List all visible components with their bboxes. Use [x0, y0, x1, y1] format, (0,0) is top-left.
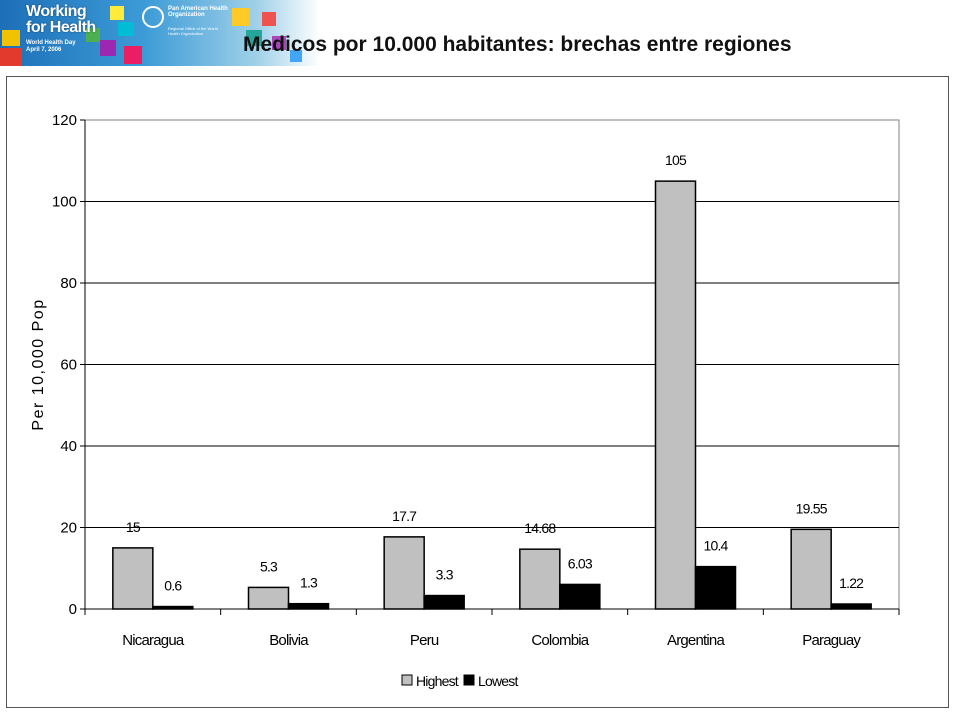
header-banner: Working for Health World Health Day Apri… — [0, 0, 320, 66]
x-category-label: Colombia — [531, 632, 589, 649]
y-tick-label: 100 — [52, 194, 77, 211]
chart-title: Medicos por 10.000 habitantes: brechas e… — [243, 33, 792, 56]
bar-lowest-colombia — [559, 583, 601, 610]
y-tick-label: 20 — [60, 520, 77, 537]
data-label-lowest-colombia: 6.03 — [568, 555, 593, 571]
x-category-label: Bolivia — [269, 632, 309, 649]
x-category-label: Nicaragua — [122, 632, 185, 649]
x-category-label: Argentina — [667, 632, 725, 649]
bar-highest-peru — [383, 536, 425, 610]
data-label-lowest-argentina: 10.4 — [703, 538, 728, 554]
data-label-highest-paraguay: 19.55 — [796, 500, 828, 516]
data-label-highest-colombia: 14.68 — [524, 520, 556, 536]
bar-highest-argentina — [654, 180, 697, 610]
brand-wordmark: Working for Health — [26, 3, 96, 36]
x-category-label: Peru — [410, 632, 439, 649]
data-label-lowest-bolivia: 1.3 — [300, 575, 318, 591]
y-axis-label: Per 10,000 Pop — [30, 298, 47, 430]
y-tick-label: 80 — [60, 275, 77, 292]
legend-label-lowest: Lowest — [478, 673, 518, 689]
org-name: Pan American Health Organization — [168, 6, 228, 18]
x-category-label: Paraguay — [802, 632, 861, 649]
bar-lowest-argentina — [694, 565, 737, 610]
data-label-lowest-peru: 3.3 — [436, 567, 454, 583]
data-label-highest-nicaragua: 15 — [126, 519, 141, 535]
bar-highest-paraguay — [790, 528, 832, 610]
bar-lowest-nicaragua — [152, 605, 194, 610]
legend-swatch-highest — [401, 674, 413, 686]
paho-logo-icon — [142, 6, 164, 28]
data-label-lowest-paraguay: 1.22 — [839, 575, 864, 591]
data-label-lowest-nicaragua: 0.6 — [164, 578, 182, 594]
legend-label-highest: Highest — [416, 673, 459, 689]
bar-highest-nicaragua — [112, 547, 154, 610]
bar-highest-bolivia — [247, 586, 290, 610]
bar-lowest-peru — [423, 594, 465, 610]
bar-lowest-bolivia — [287, 602, 330, 610]
y-tick-label: 0 — [69, 601, 77, 618]
legend-swatch-lowest — [463, 674, 475, 686]
data-label-highest-argentina: 105 — [665, 152, 687, 168]
chart-frame: 0 20 40 60 80 100 120 15 0.6 Nicaragua 5.3 1.3 Boliv… — [6, 76, 949, 708]
y-tick-label: 40 — [60, 438, 77, 455]
org-subtitle: Regional Office of the World Health Orga… — [168, 26, 218, 36]
bar-lowest-paraguay — [830, 603, 872, 610]
brand-event: World Health Day April 7, 2006 — [26, 40, 76, 53]
y-tick-label: 120 — [52, 112, 77, 129]
data-label-highest-bolivia: 5.3 — [260, 558, 278, 574]
bar-highest-colombia — [519, 548, 561, 610]
bar-chart: 0 20 40 60 80 100 120 15 0.6 Nicaragua 5.3 1.3 Boliv… — [30, 112, 900, 689]
y-tick-label: 60 — [60, 357, 77, 374]
data-label-highest-peru: 17.7 — [392, 508, 417, 524]
